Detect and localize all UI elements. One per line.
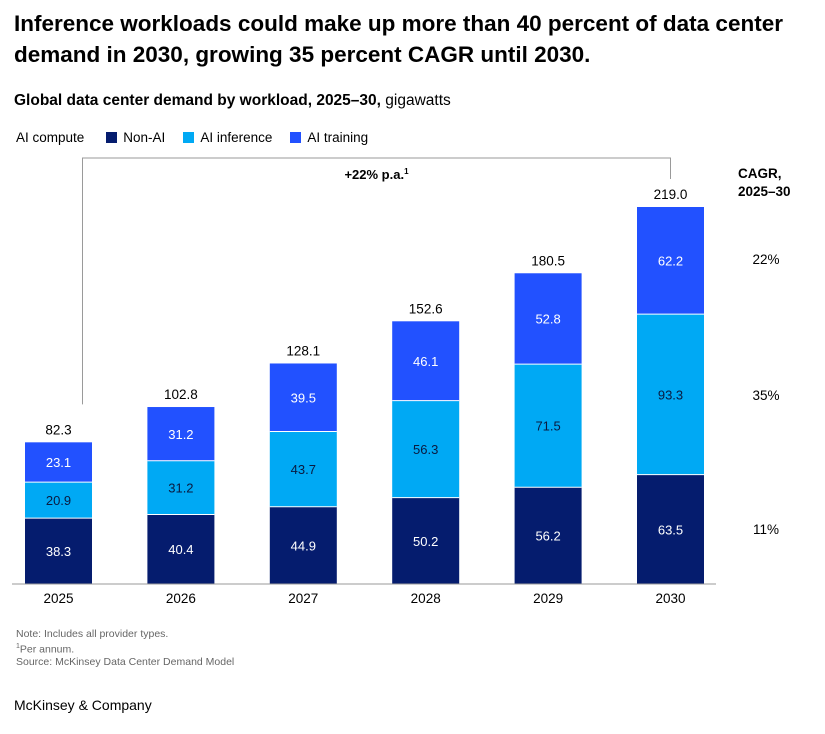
- subtitle-unit: gigawatts: [380, 92, 451, 109]
- bar-non-ai-2029: [514, 487, 582, 584]
- x-tick-label-2030: 2030: [655, 591, 685, 606]
- legend-label-ai-training: AI training: [307, 130, 369, 145]
- value-label-ai-inference-2030: 93.3: [658, 387, 683, 402]
- company-logo: McKinsey & Company: [14, 697, 152, 713]
- bar-non-ai-2025: [25, 518, 92, 584]
- legend-label-ai-inference: AI inference: [200, 130, 273, 145]
- bar-ai-inference-2027: [269, 431, 337, 507]
- growth-annotation: +22% p.a.1: [344, 167, 409, 182]
- legend-swatch-ai-inference: [183, 132, 195, 143]
- subtitle-main: Global data center demand by workload, 2…: [14, 92, 381, 109]
- bar-ai-inference-2026: [147, 460, 215, 515]
- footnote-text: Per annum.: [19, 643, 75, 655]
- value-label-ai-training-2025: 23.1: [46, 455, 71, 470]
- chart-subtitle: Global data center demand by workload, 2…: [14, 92, 451, 110]
- total-label-2030: 219.0: [654, 187, 688, 202]
- growth-bracket: [82, 157, 671, 405]
- bar-ai-inference-2028: [392, 400, 460, 498]
- bar-non-ai-2028: [392, 497, 460, 584]
- cagr-value-non-ai: 11%: [753, 522, 779, 537]
- total-label-2027: 128.1: [286, 343, 320, 358]
- legend: AI compute Non-AI AI inference AI traini…: [16, 130, 386, 145]
- legend-label-non-ai: Non-AI: [123, 130, 166, 145]
- bar-ai-training-2025: [25, 442, 92, 483]
- footnote: 1Per annum.: [16, 641, 234, 656]
- chart-title: Inference workloads could make up more t…: [14, 11, 783, 67]
- bar-non-ai-2027: [269, 506, 337, 584]
- bar-ai-inference-2030: [637, 314, 704, 475]
- cagr-heading-line2: 2025–30: [738, 184, 791, 199]
- value-label-non-ai-2025: 38.3: [46, 544, 71, 559]
- value-label-ai-training-2028: 46.1: [413, 354, 438, 369]
- x-tick-label-2026: 2026: [166, 591, 196, 606]
- bar-ai-training-2027: [269, 363, 337, 432]
- value-label-ai-inference-2026: 31.2: [168, 481, 193, 496]
- total-label-2025: 82.3: [45, 422, 71, 437]
- legend-item-non-ai: Non-AI: [106, 130, 165, 145]
- bar-non-ai-2026: [147, 514, 215, 584]
- value-label-ai-training-2027: 39.5: [291, 390, 316, 405]
- value-label-ai-training-2026: 31.2: [168, 427, 193, 442]
- value-label-ai-inference-2027: 43.7: [291, 462, 316, 477]
- value-label-ai-training-2029: 52.8: [535, 312, 560, 327]
- cagr-value-ai-inference: 35%: [752, 388, 779, 403]
- footnote-marker: 1: [16, 642, 20, 650]
- legend-item-ai-training: AI training: [290, 130, 368, 145]
- note-text: Note: Includes all provider types.: [16, 628, 169, 640]
- bar-ai-inference-2029: [514, 364, 582, 488]
- cagr-value-ai-training: 22%: [752, 252, 779, 267]
- bar-non-ai-2030: [637, 474, 704, 584]
- value-label-non-ai-2027: 44.9: [291, 538, 316, 553]
- total-label-2029: 180.5: [531, 253, 565, 268]
- value-label-ai-inference-2029: 71.5: [535, 419, 560, 434]
- value-label-non-ai-2030: 63.5: [658, 522, 683, 537]
- value-label-ai-training-2030: 62.2: [658, 254, 683, 269]
- x-tick-label-2027: 2027: [288, 591, 318, 606]
- bar-ai-inference-2025: [25, 482, 92, 519]
- value-label-ai-inference-2028: 56.3: [413, 442, 438, 457]
- legend-swatch-ai-training: [290, 132, 302, 143]
- footer-notes: Note: Includes all provider types. 1Per …: [16, 628, 234, 668]
- legend-item-ai-inference: AI inference: [183, 130, 272, 145]
- cagr-heading-line1: CAGR,: [738, 166, 782, 181]
- value-label-non-ai-2026: 40.4: [168, 542, 193, 557]
- value-label-non-ai-2028: 50.2: [413, 534, 438, 549]
- growth-annotation-superscript: 1: [404, 167, 409, 176]
- source-text: Source: McKinsey Data Center Demand Mode…: [16, 655, 235, 668]
- bar-ai-training-2030: [637, 207, 704, 315]
- total-label-2028: 152.6: [409, 301, 443, 316]
- x-tick-label-2029: 2029: [533, 591, 563, 606]
- x-tick-label-2028: 2028: [411, 591, 441, 606]
- bar-ai-training-2026: [147, 407, 215, 461]
- bar-ai-training-2028: [392, 321, 460, 401]
- value-label-ai-inference-2025: 20.9: [46, 493, 71, 508]
- total-label-2026: 102.8: [164, 387, 198, 402]
- x-tick-label-2025: 2025: [43, 591, 73, 606]
- bar-ai-training-2029: [514, 273, 582, 365]
- value-label-non-ai-2029: 56.2: [535, 529, 560, 544]
- legend-swatch-non-ai: [106, 132, 118, 143]
- legend-heading: AI compute: [16, 130, 85, 145]
